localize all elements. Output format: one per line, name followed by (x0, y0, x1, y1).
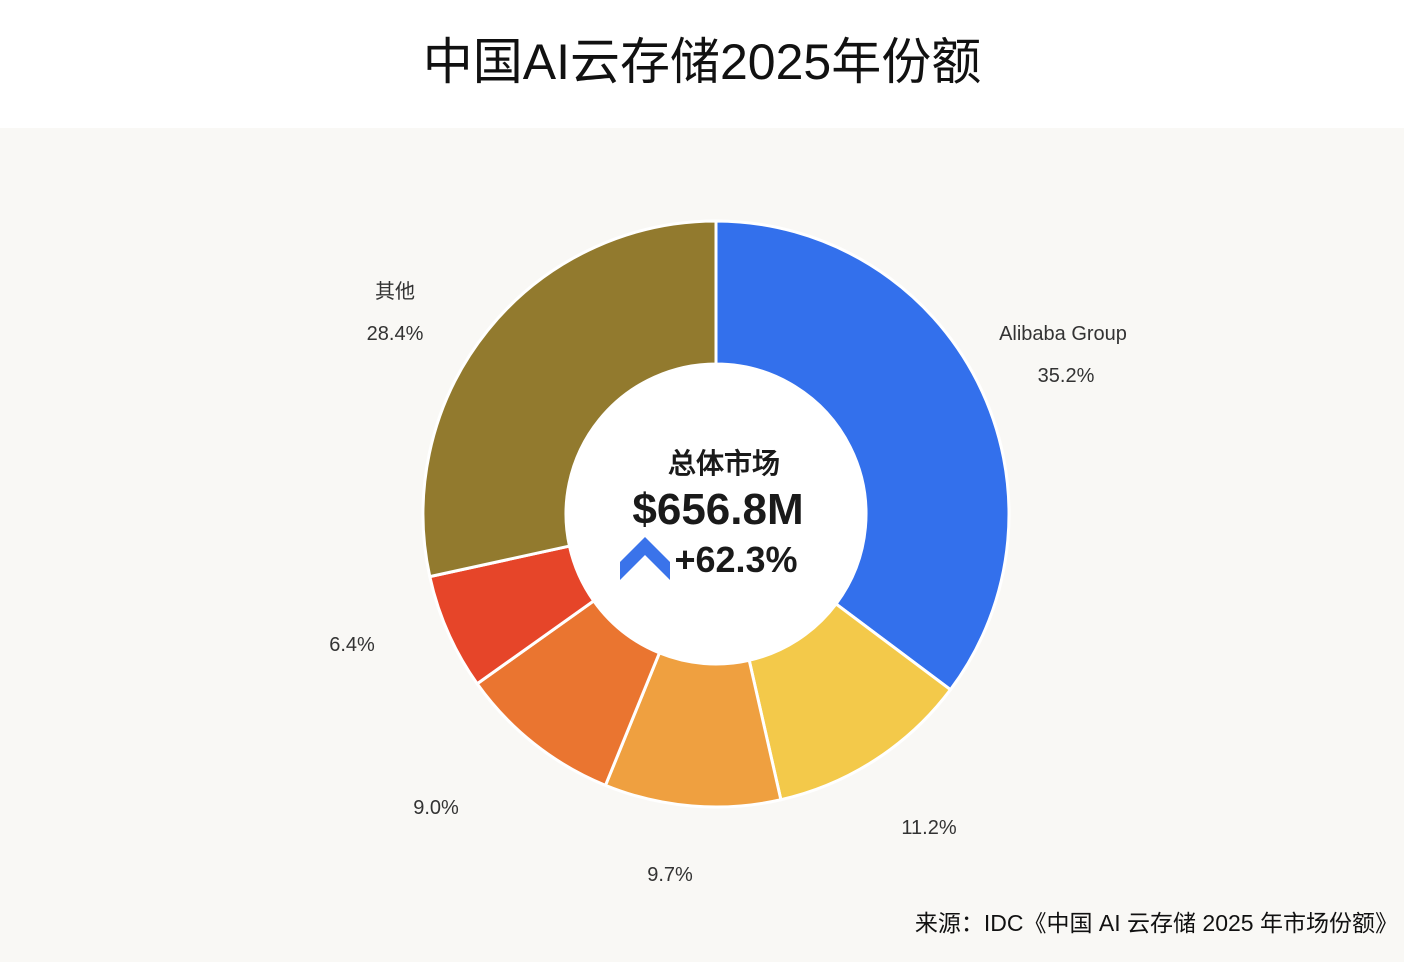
center-growth-value: +62.3% (674, 539, 797, 580)
up-chevron-icon (620, 537, 670, 580)
center-label: 总体市场 (668, 447, 780, 479)
slice-value-label-3: 9.0% (413, 797, 459, 819)
slice-name-label-5: 其他 (375, 280, 415, 303)
slice-value-label-0: 35.2% (1038, 365, 1095, 387)
chart-title: 中国AI云存储2025年份额 (422, 34, 982, 90)
slice-value-label-4: 6.4% (329, 634, 375, 656)
center-total-value: $656.8M (632, 485, 803, 534)
slice-value-label-1: 11.2% (901, 817, 956, 839)
source-note: 来源：IDC《中国 AI 云存储 2025 年市场份额》 (914, 910, 1398, 936)
donut-hole (566, 364, 866, 664)
slice-labels: Alibaba Group 35.2% 11.2% 9.7% 9.0% 6.4% 其他 28.… (329, 280, 1127, 886)
slice-value-label-5: 28.4% (367, 323, 424, 345)
slice-value-label-2: 9.7% (647, 864, 693, 886)
slice-name-label-0: Alibaba Group (999, 323, 1127, 345)
donut-slices (421, 219, 1011, 809)
